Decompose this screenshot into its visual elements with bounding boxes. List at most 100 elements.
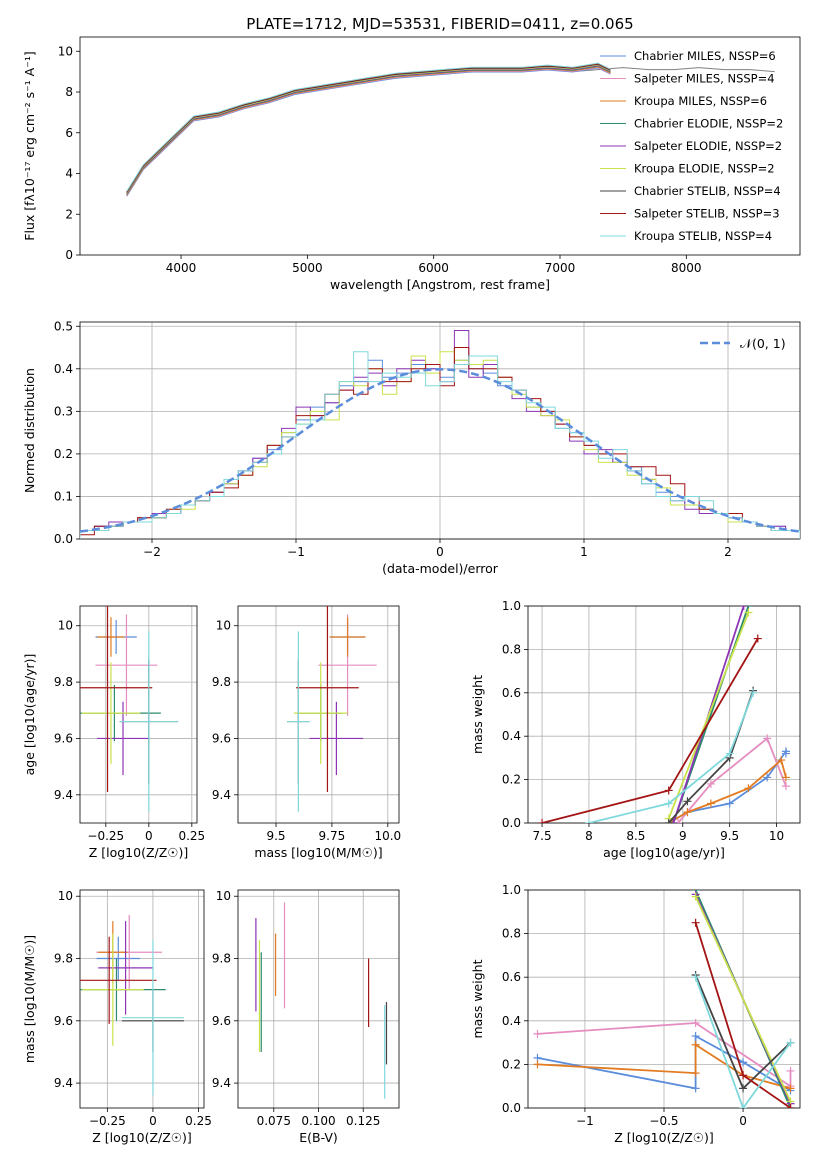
weight-marker: [691, 1040, 700, 1049]
y-tick-label: 10: [58, 44, 73, 58]
y-tick-label: 0.0: [502, 1101, 521, 1115]
x-tick-label: 8.5: [626, 829, 645, 843]
y-axis-label: Flux [fλ10⁻¹⁷ erg cm⁻² s⁻¹ A⁻¹]: [22, 51, 37, 240]
y-tick-label: 0.8: [502, 927, 521, 941]
weight-marker: [739, 1058, 748, 1067]
y-tick-label: 9.8: [54, 952, 73, 966]
x-tick-label: −0.25: [87, 829, 124, 843]
model-line-chabrier-stelib: [126, 63, 611, 193]
axes-frame: [527, 605, 801, 824]
weight-marker: [739, 1084, 748, 1093]
weight-marker: [669, 819, 678, 823]
y-tick-label: 8: [65, 85, 73, 99]
legend-entry: Chabrier MILES, NSSP=6: [634, 49, 776, 63]
y-tick-label: 9.6: [54, 731, 73, 745]
weight-marker: [664, 819, 673, 823]
y-tick-label: 1.0: [502, 599, 521, 613]
weight-vs-age-axes: 7.5 8 8.5 9 9.5 10 0.0 0.2 0.4 0.6 0.8 1.0 age [log1…: [470, 599, 801, 860]
age-vs-mass-axes: 9.5 9.75 10.0 9.4 9.6 9.8 10 mass [log10(M/M☉)]: [212, 605, 401, 860]
spectrum-legend: Chabrier MILES, NSSP=6 Salpeter MILES, NS…: [600, 49, 783, 243]
weight-marker: [744, 784, 753, 793]
weight-marker: [664, 799, 673, 808]
weight-marker: [683, 797, 692, 806]
mass-vs-ebv-axes: 0.075 0.100 0.125 9.4 9.6 9.8 10 E(B-V): [212, 889, 400, 1145]
axes-frame: [527, 889, 801, 1109]
weight-marker: [786, 1066, 795, 1075]
weight-marker: [739, 1071, 748, 1080]
x-tick-label: 0.25: [185, 1114, 212, 1128]
y-tick-label: 9.4: [54, 788, 73, 802]
errorbars: [80, 606, 179, 812]
weight-marker: [691, 973, 700, 982]
weight-marker: [683, 808, 692, 817]
y-tick-label: 0.4: [502, 729, 521, 743]
mass-vs-z-axes: −0.25 0 0.25 9.4 9.6 9.8 10 Z [log10(Z/Z☉)] mass…: [22, 889, 212, 1145]
histogram-lines: [80, 330, 800, 539]
legend-entry: Kroupa STELIB, NSSP=4: [634, 229, 772, 243]
model-line-kroupa-stelib: [126, 62, 611, 192]
y-tick-label: 6: [65, 126, 73, 140]
weight-marker: [706, 779, 715, 788]
weight-line-salpeter-miles: [677, 736, 787, 823]
weight-marker: [691, 1069, 700, 1078]
x-axis-label: Z [log10(Z/Z☉)]: [614, 1130, 714, 1145]
y-tick-label: 9.8: [54, 675, 73, 689]
y-axis-label: mass weight: [470, 959, 485, 1038]
axes-frame: [237, 605, 400, 824]
y-tick-label: 0.6: [502, 686, 521, 700]
legend-entry: Kroupa MILES, NSSP=6: [634, 94, 767, 108]
spectrum-lines: [126, 62, 775, 197]
model-line-kroupa-elodie: [126, 64, 611, 194]
weight-line-kroupa-elodie: [694, 896, 792, 1102]
weight-marker: [781, 782, 790, 791]
weight-marker: [753, 634, 762, 643]
weight-marker: [777, 756, 786, 765]
y-axis-label: Normed distribution: [22, 368, 37, 493]
weight-marker: [533, 1029, 542, 1038]
y-tick-label: 10: [58, 889, 73, 903]
model-line-salpeter-stelib: [126, 63, 611, 193]
y-tick-label: 9.8: [212, 675, 231, 689]
x-tick-label: 1: [580, 545, 588, 559]
x-tick-label: 6000: [418, 261, 449, 275]
model-line-kroupa-miles: [126, 66, 611, 196]
y-tick-label: 9.6: [54, 1014, 73, 1028]
legend-entry: Kroupa ELODIE, NSSP=2: [634, 162, 775, 176]
y-tick-label: 0.1: [54, 489, 73, 503]
axes-frame: [79, 889, 205, 1109]
x-tick-label: 9.5: [266, 829, 285, 843]
y-tick-label: 0.6: [502, 970, 521, 984]
weight-line-salpeter-stelib: [541, 638, 759, 823]
weight-marker: [725, 749, 734, 758]
x-tick-label: 9: [679, 829, 687, 843]
model-line-salpeter-elodie: [126, 64, 611, 195]
x-tick-label: 2: [724, 545, 732, 559]
weight-line-kroupa-stelib: [588, 692, 754, 823]
weight-marker: [781, 773, 790, 782]
y-tick-label: 0: [65, 248, 73, 262]
x-tick-label: 10: [769, 829, 784, 843]
weight-marker: [674, 819, 683, 823]
x-tick-label: 7.5: [533, 829, 552, 843]
weight-marker: [786, 1104, 795, 1108]
y-tick-label: 0.3: [54, 404, 73, 418]
weight-line-kroupa-elodie: [667, 612, 750, 820]
residuals-axes: −2 −1 0 1 2 0.0 0.1 0.2 0.3 0.4 0.5 (data-model)/er…: [22, 319, 801, 576]
y-tick-label: 9.4: [54, 1076, 73, 1090]
x-tick-label: 10.0: [374, 829, 401, 843]
x-tick-label: 0.25: [178, 829, 205, 843]
weight-marker: [763, 734, 772, 743]
spectrum-title: PLATE=1712, MJD=53531, FIBERID=0411, z=0…: [246, 15, 633, 33]
weight-marker: [691, 1032, 700, 1041]
y-tick-label: 0.2: [54, 447, 73, 461]
x-tick-label: 0: [436, 545, 444, 559]
weight-marker: [691, 892, 700, 901]
weight-line-kroupa-miles: [668, 758, 787, 823]
y-tick-label: 10: [58, 619, 73, 633]
weight-marker: [739, 1104, 748, 1108]
weight-marker: [739, 606, 748, 610]
x-tick-label: −0.5: [649, 1114, 678, 1128]
errorbars: [255, 902, 388, 1099]
weight-marker: [786, 1038, 795, 1047]
